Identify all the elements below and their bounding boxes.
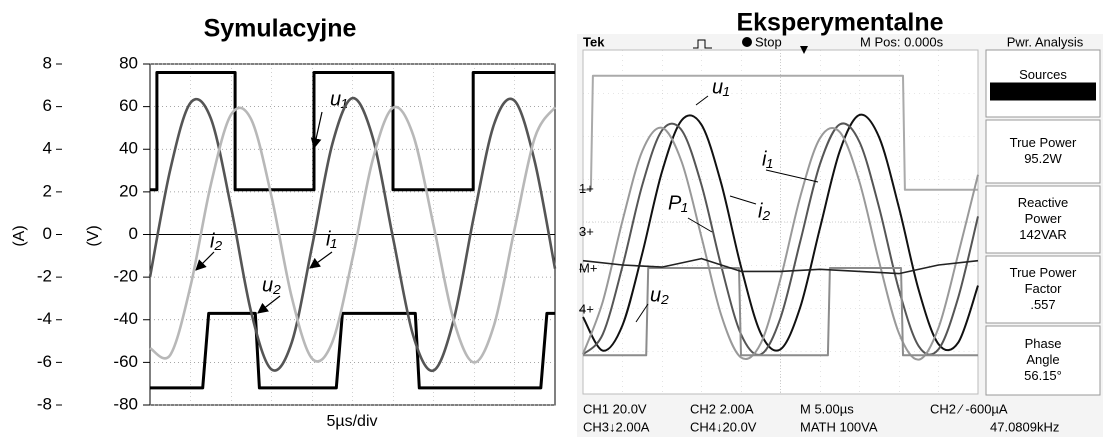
menu-item: 56.15° <box>1024 368 1062 383</box>
menu-item: Phase <box>1025 336 1062 351</box>
y-tick-label: -8 <box>37 394 52 413</box>
channel-marker-label: M+ <box>579 261 597 276</box>
scope-header: M Pos: 0.000s <box>860 34 944 49</box>
scope-footer: MATH 100VA <box>800 419 878 434</box>
menu-item: True Power <box>1010 265 1077 280</box>
y2-tick-label: 0 <box>129 224 138 243</box>
scope-header: Tek <box>583 34 605 49</box>
scope-footer: CH2 ∕ -600µA <box>930 401 1008 416</box>
menu-item: Power <box>1025 211 1063 226</box>
scope-footer: CH4↓20.0V <box>690 419 757 434</box>
scope-header: Pwr. Analysis <box>1007 34 1084 49</box>
series-label: i₂ <box>210 230 222 252</box>
run-indicator <box>742 37 752 47</box>
y-tick-label: 4 <box>43 139 52 158</box>
menu-item: 95.2W <box>1024 151 1062 166</box>
y-tick-label: 8 <box>43 53 52 72</box>
scope-footer: CH2 2.00A <box>690 401 754 416</box>
scope-footer: M 5.00µs <box>800 401 854 416</box>
y-tick-label: 2 <box>43 181 52 200</box>
scope-footer: CH1 20.0V <box>583 401 647 416</box>
y2-tick-label: -60 <box>113 352 138 371</box>
y-tick-label: -2 <box>37 267 52 286</box>
menu-item: CH1 & CH2 <box>1009 83 1077 98</box>
x-axis-label: 5µs/div <box>326 413 377 430</box>
y2-axis-label: (V) <box>85 225 102 246</box>
y2-tick-label: 80 <box>119 53 138 72</box>
scope-header: Stop <box>755 34 782 49</box>
series-label: u₁ <box>712 76 729 98</box>
menu-item: True Power <box>1010 135 1077 150</box>
channel-marker-label: 4+ <box>579 302 594 317</box>
series-label: u₂ <box>262 274 281 296</box>
menu-item: 142VAR <box>1019 227 1066 242</box>
y-axis-label: (A) <box>11 225 28 246</box>
y2-tick-label: 60 <box>119 96 138 115</box>
y2-tick-label: -20 <box>113 267 138 286</box>
y-tick-label: -4 <box>37 309 52 328</box>
menu-item: .557 <box>1030 297 1055 312</box>
series-label: i₂ <box>758 200 770 222</box>
y2-tick-label: 20 <box>119 181 138 200</box>
channel-marker-label: 1+ <box>579 181 594 196</box>
y-tick-label: 6 <box>43 96 52 115</box>
scope-footer: CH3↓2.00A <box>583 419 650 434</box>
series-label: i₁ <box>762 148 773 170</box>
menu-item: Sources <box>1019 67 1067 82</box>
series-label: u₂ <box>650 284 669 306</box>
menu-item: Reactive <box>1018 195 1069 210</box>
figure: Symulacyjne 5µs/div (A) (V) Eksperymenta… <box>0 0 1103 437</box>
menu-item: Factor <box>1025 281 1063 296</box>
y2-tick-label: -80 <box>113 394 138 413</box>
scope-footer: 47.0809kHz <box>990 419 1059 434</box>
y2-tick-label: -40 <box>113 309 138 328</box>
channel-marker-label: 3+ <box>579 224 594 239</box>
chart-title: Eksperymentalne <box>736 9 943 37</box>
chart-title: Symulacyjne <box>204 15 357 43</box>
series-label: i₁ <box>326 228 337 250</box>
y-tick-label: 0 <box>43 224 52 243</box>
menu-item: Angle <box>1026 352 1059 367</box>
y-tick-label: -6 <box>37 352 52 371</box>
series-label: P₁ <box>668 192 688 214</box>
y2-tick-label: 40 <box>119 139 138 158</box>
